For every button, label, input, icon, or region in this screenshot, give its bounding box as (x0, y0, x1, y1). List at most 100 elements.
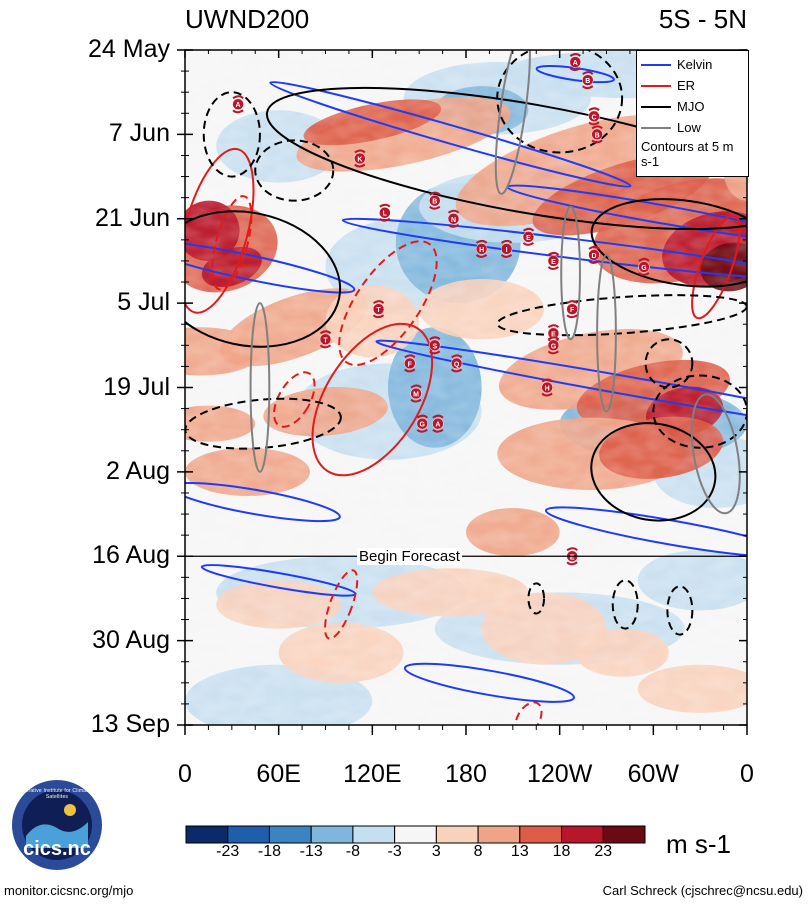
colorbar-swatch (477, 825, 521, 844)
cyclone-marker: G (416, 414, 429, 433)
mjo-contour (265, 86, 747, 231)
cyclone-arm (429, 350, 441, 355)
colorbar-tick-label: 3 (431, 843, 441, 860)
y-tick-label: 13 Sep (90, 710, 170, 738)
cyclone-eye (354, 152, 366, 165)
cyclone-arm (416, 414, 428, 419)
legend-swatch (641, 105, 671, 108)
footer-url[interactable]: monitor.cicsnc.org/mjo (4, 883, 134, 898)
kelvin-contour (535, 65, 615, 84)
legend-item-low: Low (641, 120, 701, 135)
cyclone-eye (522, 231, 535, 243)
cyclone-arm (372, 314, 385, 319)
cyclone-arm (566, 561, 578, 566)
cyclone-arm (566, 314, 578, 319)
colorbar-tick-label: -3 (387, 843, 402, 860)
x-tick-label: 60W (627, 760, 680, 788)
kelvin-contour (341, 217, 747, 280)
x-tick-label: 120E (343, 760, 402, 788)
cyclone-marker: E (522, 227, 535, 246)
cyclone-marker: F (566, 300, 578, 319)
cyclone-arm (232, 95, 244, 100)
cyclone-arm (429, 205, 441, 210)
legend-item-kelvin: Kelvin (641, 57, 712, 72)
cyclone-eye (379, 206, 391, 219)
cyclone-arm (522, 241, 534, 246)
cyclone-label: A (435, 422, 440, 429)
colorbar-swatch (185, 825, 229, 844)
mjo-contour (590, 198, 747, 288)
cyclone-arm (500, 254, 513, 258)
cyclone-arm (547, 324, 560, 329)
mjo-contour (652, 374, 747, 449)
mjo-contour (666, 585, 694, 636)
cyclone-label: E (526, 235, 531, 242)
legend-label: MJO (677, 99, 705, 114)
cyclone-eye (319, 333, 332, 346)
cyclone-arm (638, 257, 650, 262)
chart-title: UWND200 (185, 4, 310, 34)
cyclone-marker: S (429, 336, 441, 355)
cyclone-arm (547, 266, 559, 270)
cyclone-eye (429, 339, 441, 352)
cyclone-arm (429, 336, 441, 341)
mjo-contour (254, 139, 335, 202)
legend-swatch (641, 63, 671, 66)
legend: Kelvin ER MJO Low Contours at 5 m s-1 (636, 50, 749, 177)
cyclone-label: G (551, 343, 557, 350)
kelvin-contour (403, 662, 575, 703)
er-contour (324, 569, 359, 640)
cyclone-label: E (570, 554, 575, 561)
cyclone-arm (429, 191, 441, 196)
y-tick-label: 21 Jun (94, 203, 170, 232)
cyclone-eye (410, 387, 422, 400)
cyclone-arm (569, 53, 581, 57)
cyclone-marker: H (541, 378, 553, 397)
cyclone-marker: H (475, 239, 488, 258)
x-tick-label: 0 (178, 760, 192, 788)
x-tick-label: 0 (740, 760, 754, 788)
cyclone-eye (582, 74, 594, 86)
cyclone-marker: N (447, 209, 460, 228)
mjo-contour (590, 422, 717, 522)
cyclone-eye (547, 255, 560, 267)
cyclone-arm (404, 354, 416, 359)
mjo-contour (496, 50, 624, 154)
cyclone-eye (450, 357, 463, 370)
y-tick-label: 16 Aug (92, 541, 170, 570)
cyclone-arm (566, 300, 578, 305)
cyclone-arm (591, 139, 603, 144)
colorbar-tick-label: 23 (594, 843, 613, 860)
legend-swatch (641, 84, 671, 87)
kelvin-contour (185, 481, 341, 523)
cyclone-eye (416, 417, 429, 430)
cyclone-label: S (432, 343, 437, 350)
colorbar-swatch (602, 825, 646, 844)
low-contour (690, 393, 741, 515)
cyclone-label: M (413, 392, 419, 399)
contour-layer (185, 50, 747, 725)
cyclone-marker: D (588, 245, 600, 264)
cyclone-eye (588, 249, 600, 261)
cyclone-eye (500, 243, 513, 255)
colorbar-swatch (435, 825, 479, 844)
cyclone-arm (547, 336, 560, 341)
cyclone-label: H (545, 386, 550, 393)
cyclone-arm (476, 239, 488, 244)
cyclone-label: B (595, 132, 600, 139)
cyclone-marker: A (232, 95, 244, 114)
cyclone-eye (591, 128, 603, 141)
cyclone-arm (547, 350, 559, 355)
cyclone-arm (232, 109, 244, 114)
cyclone-eye (638, 261, 650, 273)
y-tick-label: 7 Jun (108, 119, 170, 148)
cyclone-arm (379, 203, 391, 208)
cyclone-arm (588, 260, 600, 264)
cyclone-arm (373, 300, 385, 305)
cyclone-arm (432, 414, 444, 419)
cyclone-eye (569, 56, 582, 68)
cyclone-marker: T (372, 300, 385, 319)
cyclone-marker: G (547, 336, 560, 355)
cyclone-marker: F (404, 354, 416, 373)
